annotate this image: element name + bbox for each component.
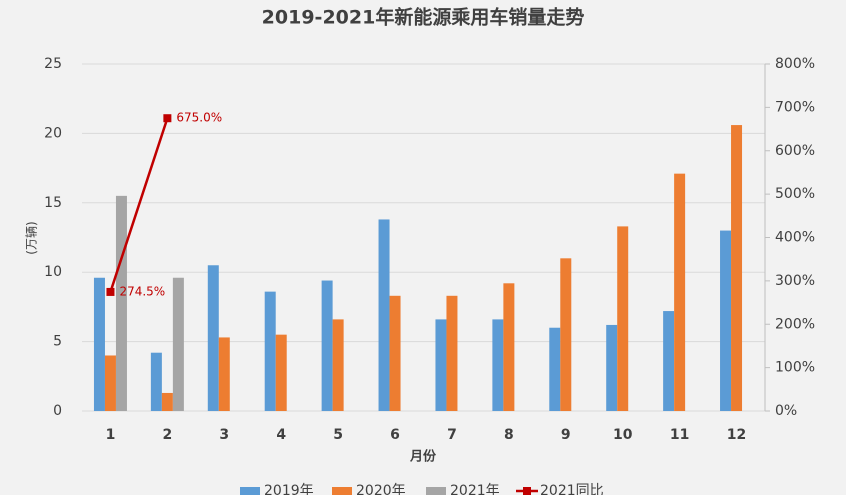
legend-label: 2021同比 (540, 483, 604, 495)
legend-swatch (240, 487, 260, 495)
x-tick-label: 2 (163, 427, 173, 443)
legend-swatch (523, 487, 531, 495)
bar (321, 280, 333, 411)
x-tick-label: 3 (219, 427, 229, 443)
x-tick-label: 6 (390, 427, 400, 443)
bar (731, 125, 743, 412)
bar (264, 291, 276, 411)
bar (674, 173, 686, 411)
point (163, 114, 172, 123)
y-tick-label: 15 (44, 195, 62, 211)
x-tick-label: 4 (276, 427, 286, 443)
bar (389, 295, 401, 411)
y-tick-label: 20 (44, 125, 62, 141)
bar (663, 311, 675, 411)
y2-tick-label: 800% (775, 56, 815, 72)
y2-tick-label: 300% (775, 273, 815, 289)
x-tick-label: 11 (670, 427, 689, 443)
data-label: 274.5% (119, 284, 165, 298)
bar (161, 392, 173, 411)
bar (218, 337, 230, 411)
y2-tick-label: 400% (775, 230, 815, 246)
bar (150, 352, 162, 411)
x-tick-label: 12 (727, 427, 746, 443)
legend-label: 2019年 (264, 483, 314, 495)
y2-tick-label: 500% (775, 186, 815, 202)
bar (115, 195, 127, 411)
x-tick-label: 9 (561, 427, 571, 443)
y2-tick-label: 700% (775, 99, 815, 115)
y2-tick-label: 200% (775, 316, 815, 332)
bar (446, 295, 458, 411)
x-tick-label: 7 (447, 427, 457, 443)
line (109, 117, 169, 293)
y2-tick-label: 100% (775, 360, 815, 376)
x-tick-label: 8 (504, 427, 514, 443)
x-tick-label: 10 (613, 427, 633, 443)
x-axis-label: 月份 (409, 449, 437, 465)
bar (332, 319, 344, 411)
bar (435, 319, 447, 411)
legend-label: 2020年 (356, 483, 406, 495)
legend-swatch (332, 487, 352, 495)
bar (606, 324, 618, 411)
bar (549, 327, 561, 411)
bar (207, 265, 219, 411)
y-tick-label: 25 (44, 56, 62, 72)
legend-swatch (426, 487, 446, 495)
bar (378, 219, 390, 411)
x-tick-label: 1 (106, 427, 116, 443)
y-tick-label: 10 (44, 264, 62, 280)
y-axis-label: (万辆) (25, 221, 39, 254)
bar (617, 226, 629, 411)
bar (172, 277, 184, 411)
y-tick-label: 5 (53, 334, 62, 350)
bar (492, 319, 504, 411)
bar (104, 355, 116, 411)
x-tick-label: 5 (333, 427, 343, 443)
bar (93, 277, 105, 411)
y2-tick-label: 0% (775, 403, 797, 419)
bar (503, 283, 515, 411)
legend-label: 2021年 (450, 483, 500, 495)
bar (560, 258, 572, 411)
point (106, 287, 115, 296)
y-tick-label: 0 (53, 403, 62, 419)
data-label: 675.0% (176, 111, 222, 125)
chart-title: 2019-2021年新能源乘用车销量走势 (262, 6, 585, 29)
bar (720, 230, 732, 411)
y2-tick-label: 600% (775, 143, 815, 159)
bar (275, 334, 287, 411)
